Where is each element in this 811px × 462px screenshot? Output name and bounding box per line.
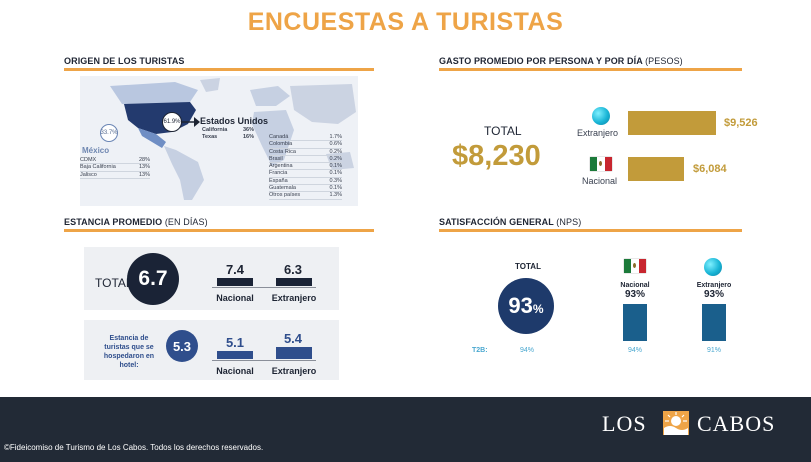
table-row: Colombia 0.6% [269,141,342,149]
estancia-hotel-text: Estancia de turistas que se hospedaron e… [103,335,155,369]
table-row: Argentina 0.1% [269,163,342,171]
estancia-hotel-axis [212,360,316,361]
mexico-flag-icon [590,157,612,171]
estancia-hotel-extranjero-bar [276,347,312,359]
estancia-divider [64,229,374,232]
logo-text-left: LOS [602,411,647,436]
mexico-states-table: CDMX 28% Baja California 13% Jalisco 13% [80,157,150,179]
mexico-bubble: 33.7% [100,124,118,142]
table-row: CDMX 28% [80,157,150,165]
t2b-extranjero-value: 91% [706,347,721,354]
globe-icon [704,258,722,276]
t2b-label: T2B: [472,347,488,354]
gasto-divider [439,68,742,71]
table-row: Texas 16% [202,134,254,141]
other-countries-table: Canadá 1.7% Colombia 0.6% Costa Rica 0.2% B… [269,134,342,200]
estancia-total-label: TOTAL [95,276,133,290]
table-row: Guatemala 0.1% [269,185,342,193]
estancia-extranjero-bar [276,278,312,286]
world-map: 33.7% 61.9% Estados Unidos California 36%… [80,76,358,206]
nps-total-circle: 93% [498,278,554,334]
estancia-extranjero-label: Extranjero [271,293,317,303]
gasto-nacional-bar [628,157,684,181]
table-row: Costa Rica 0.2% [269,148,342,156]
mexico-label: México [82,146,110,155]
nps-extranjero-value: 93% [703,289,724,300]
table-row: Canadá 1.7% [269,134,342,142]
satisfaccion-heading: SATISFACCIÓN GENERAL (NPS) [439,217,582,227]
usa-arrow-icon [182,117,200,127]
estancia-hotel-nacional-bar [217,351,253,359]
gasto-total-value: $8,230 [452,140,541,172]
estancia-extranjero-value: 6.3 [283,262,303,277]
globe-icon [592,107,610,125]
nps-nacional-value: 93% [624,289,645,300]
estancia-hotel-nacional-label: Nacional [216,366,254,376]
gasto-extranjero-value: $9,526 [724,117,758,129]
estancia-hotel-nacional-value: 5.1 [225,335,245,350]
t2b-nacional-value: 94% [627,347,642,354]
page-title: ENCUESTAS A TURISTAS [247,8,564,36]
table-row: California 36% [202,127,254,133]
nps-extranjero-label: Extranjero [696,282,732,289]
table-row: Francia 0.1% [269,170,342,178]
origen-divider [64,68,374,71]
estancia-hotel-circle: 5.3 [166,330,198,362]
nps-nacional-bar [623,304,647,341]
gasto-extranjero-label: Extranjero [577,128,619,138]
usa-bubble: 61.9% [162,112,182,132]
logo-text-right: CABOS [697,411,776,436]
estancia-nacional-bar [217,278,253,286]
t2b-total-value: 94% [519,347,534,354]
usa-label: Estados Unidos [200,116,269,126]
satisfaccion-divider [439,229,742,232]
copyright-text: ©Fideicomiso de Turismo de Los Cabos. To… [4,443,264,452]
estancia-hotel-extranjero-label: Extranjero [271,366,317,376]
gasto-nacional-value: $6,084 [693,163,727,175]
origen-heading: ORIGEN DE LOS TURISTAS [64,56,185,66]
estancia-nacional-value: 7.4 [225,262,245,277]
estancia-nacional-label: Nacional [216,293,254,303]
nps-extranjero-bar [702,304,726,341]
table-row: España 0.3% [269,177,342,186]
estancia-axis [212,287,316,288]
estancia-hotel-extranjero-value: 5.4 [283,331,303,346]
sun-logo-icon [663,411,689,435]
table-row: Otros países 1.3% [269,192,342,200]
gasto-nacional-label: Nacional [582,176,618,186]
nps-nacional-label: Nacional [620,282,650,289]
estancia-total-circle: 6.7 [127,253,179,305]
gasto-heading: GASTO PROMEDIO POR PERSONA Y POR DÍA (PE… [439,56,683,66]
usa-states-table: California 36% Texas 16% [202,127,254,142]
gasto-extranjero-bar [628,111,716,135]
table-row: Jalisco 13% [80,171,150,179]
table-row: Brasil 0.2% [269,155,342,164]
estancia-heading: ESTANCIA PROMEDIO (EN DÍAS) [64,217,208,227]
nps-total-label: TOTAL [515,262,541,271]
mexico-flag-icon [624,259,646,273]
table-row: Baja California 13% [80,164,150,172]
gasto-total-label: TOTAL [484,124,522,138]
